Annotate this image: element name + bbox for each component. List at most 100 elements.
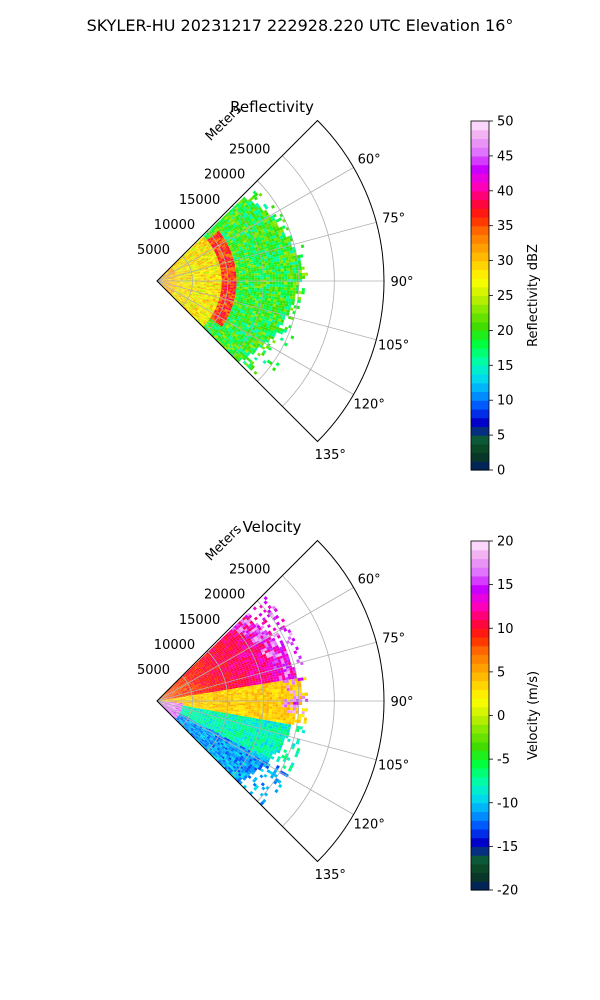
data-cell xyxy=(272,284,276,287)
data-cell xyxy=(186,255,190,258)
data-cell xyxy=(238,246,243,249)
data-cell xyxy=(180,261,183,265)
data-cell xyxy=(205,258,209,261)
data-cell xyxy=(242,694,246,697)
data-cell xyxy=(289,270,293,274)
data-cell xyxy=(232,254,236,257)
data-cell xyxy=(187,270,191,272)
data-cell xyxy=(205,259,209,262)
data-cell xyxy=(242,283,246,286)
data-cell xyxy=(273,681,278,685)
data-cell xyxy=(274,291,278,295)
data-cell xyxy=(224,216,228,221)
data-cell xyxy=(224,281,228,283)
data-cell xyxy=(291,299,295,303)
data-cell xyxy=(249,248,253,252)
data-cell xyxy=(236,283,240,286)
data-cell xyxy=(224,250,228,253)
data-cell xyxy=(232,212,236,216)
data-cell xyxy=(254,192,259,197)
data-cell xyxy=(249,200,254,205)
colorbar-tick-label: 20 xyxy=(497,324,514,339)
data-cell xyxy=(268,225,273,229)
data-cell xyxy=(268,219,273,223)
data-cell xyxy=(254,206,259,211)
data-cell xyxy=(191,264,195,267)
data-cell xyxy=(298,686,302,691)
data-cell xyxy=(223,229,227,233)
data-cell xyxy=(227,221,232,225)
data-cell xyxy=(170,274,173,277)
data-cell xyxy=(276,681,281,685)
data-cell xyxy=(203,254,207,257)
data-cell xyxy=(205,231,209,236)
data-cell xyxy=(267,262,272,266)
data-cell xyxy=(239,276,243,279)
data-cell xyxy=(283,292,287,296)
data-cell xyxy=(221,259,225,262)
data-cell xyxy=(245,277,249,280)
data-cell xyxy=(289,641,294,646)
data-cell xyxy=(209,697,213,700)
data-cell xyxy=(220,236,224,240)
data-cell xyxy=(225,251,229,255)
data-cell xyxy=(230,276,234,279)
data-cell xyxy=(271,240,276,245)
data-cell xyxy=(289,684,293,688)
data-cell xyxy=(209,236,213,240)
data-cell xyxy=(266,284,270,287)
data-cell xyxy=(203,282,207,284)
data-cell xyxy=(212,252,216,256)
data-cell xyxy=(170,275,174,278)
data-cell xyxy=(273,679,277,683)
data-cell xyxy=(172,272,176,275)
data-cell xyxy=(193,249,197,253)
data-cell xyxy=(274,691,279,695)
data-cell xyxy=(247,217,252,222)
data-cell xyxy=(161,276,164,278)
data-cell xyxy=(164,276,168,278)
data-cell xyxy=(272,691,276,695)
data-cell xyxy=(243,211,247,216)
data-cell xyxy=(236,288,240,291)
data-cell xyxy=(245,283,249,286)
data-cell xyxy=(232,227,237,231)
data-cell xyxy=(206,237,210,241)
data-cell xyxy=(239,281,243,284)
data-cell xyxy=(172,272,176,275)
data-cell xyxy=(167,275,171,277)
data-cell xyxy=(195,265,199,268)
data-cell xyxy=(204,244,208,247)
data-cell xyxy=(175,271,179,274)
data-cell xyxy=(258,247,262,251)
data-cell xyxy=(190,256,194,259)
data-cell xyxy=(199,248,204,252)
data-cell xyxy=(224,697,228,699)
data-cell xyxy=(242,226,246,230)
data-cell xyxy=(249,215,254,220)
data-cell xyxy=(256,268,260,272)
data-cell xyxy=(292,690,296,694)
data-cell xyxy=(178,259,181,262)
data-cell xyxy=(247,291,251,294)
data-cell xyxy=(188,258,192,261)
data-cell xyxy=(165,272,169,275)
data-cell xyxy=(237,224,242,228)
data-cell xyxy=(203,260,207,263)
panel-title: Velocity xyxy=(243,518,302,536)
data-cell xyxy=(253,196,258,201)
data-cell xyxy=(240,249,244,253)
data-cell xyxy=(218,281,222,283)
data-cell xyxy=(170,269,174,272)
data-cell xyxy=(280,268,284,272)
data-cell xyxy=(245,200,250,205)
data-cell xyxy=(188,257,192,261)
data-cell xyxy=(270,230,275,234)
data-cell xyxy=(290,279,294,282)
data-cell xyxy=(181,271,185,273)
data-cell xyxy=(170,275,174,277)
data-cell xyxy=(214,228,218,232)
data-cell xyxy=(280,229,284,233)
data-cell xyxy=(190,251,194,255)
data-cell xyxy=(192,259,196,262)
